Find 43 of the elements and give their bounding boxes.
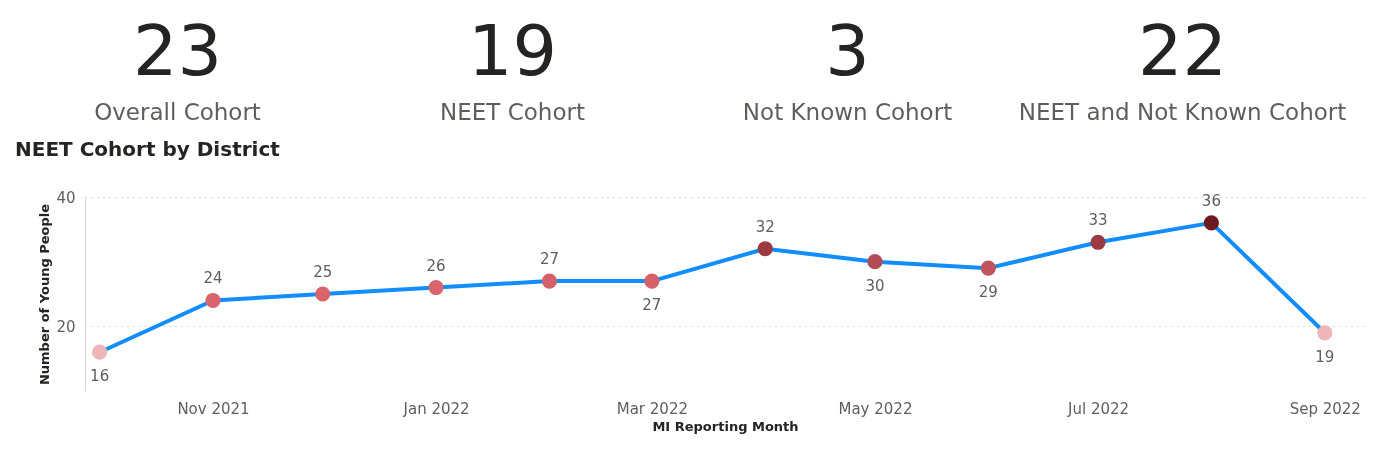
data-label: 29 bbox=[978, 283, 998, 302]
data-label: 3 bbox=[825, 10, 870, 92]
x-tick-label: Jan 2022 bbox=[402, 399, 470, 418]
data-label: 19 bbox=[1315, 347, 1335, 366]
point bbox=[205, 292, 221, 309]
data-label: 26 bbox=[426, 256, 446, 275]
point bbox=[541, 273, 558, 289]
y-axis-title: Number of Young People bbox=[37, 203, 53, 386]
point bbox=[1090, 234, 1106, 250]
data-label: 22 bbox=[1137, 10, 1228, 92]
y-tick-label: 40 bbox=[56, 188, 76, 207]
x-tick-label: Sep 2022 bbox=[1289, 399, 1361, 418]
data-label: 23 bbox=[132, 10, 223, 92]
y-tick-label: 20 bbox=[56, 317, 76, 336]
data-label: 25 bbox=[313, 263, 333, 281]
data-label: 32 bbox=[755, 217, 775, 236]
point bbox=[315, 286, 331, 302]
data-label: 19 bbox=[467, 10, 558, 92]
point bbox=[1317, 325, 1333, 341]
x-tick-label: Jul 2022 bbox=[1067, 399, 1130, 418]
chart-title: NEET Cohort by District bbox=[15, 137, 281, 161]
category-label: NEET Cohort bbox=[440, 99, 585, 125]
data-label: 36 bbox=[1201, 191, 1221, 210]
x-tick-label: Mar 2022 bbox=[616, 399, 688, 418]
category-label: Overall Cohort bbox=[94, 99, 261, 125]
x-tick-label: Nov 2021 bbox=[177, 399, 250, 418]
data-label: 24 bbox=[203, 269, 223, 288]
point bbox=[867, 254, 883, 270]
x-axis-title: MI Reporting Month bbox=[652, 418, 799, 434]
point bbox=[1203, 215, 1219, 231]
category-label: Not Known Cohort bbox=[742, 99, 953, 125]
point bbox=[92, 344, 108, 360]
data-label: 27 bbox=[539, 250, 559, 269]
point bbox=[980, 260, 996, 276]
data-label: 16 bbox=[90, 367, 110, 386]
point bbox=[644, 273, 660, 289]
category-label: NEET and Not Known Cohort bbox=[1018, 99, 1347, 125]
point bbox=[428, 279, 444, 296]
point bbox=[757, 241, 773, 257]
x-tick-label: May 2022 bbox=[838, 399, 913, 418]
data-label: 33 bbox=[1088, 211, 1108, 230]
data-label: 27 bbox=[642, 296, 662, 315]
data-label: 30 bbox=[865, 276, 885, 295]
